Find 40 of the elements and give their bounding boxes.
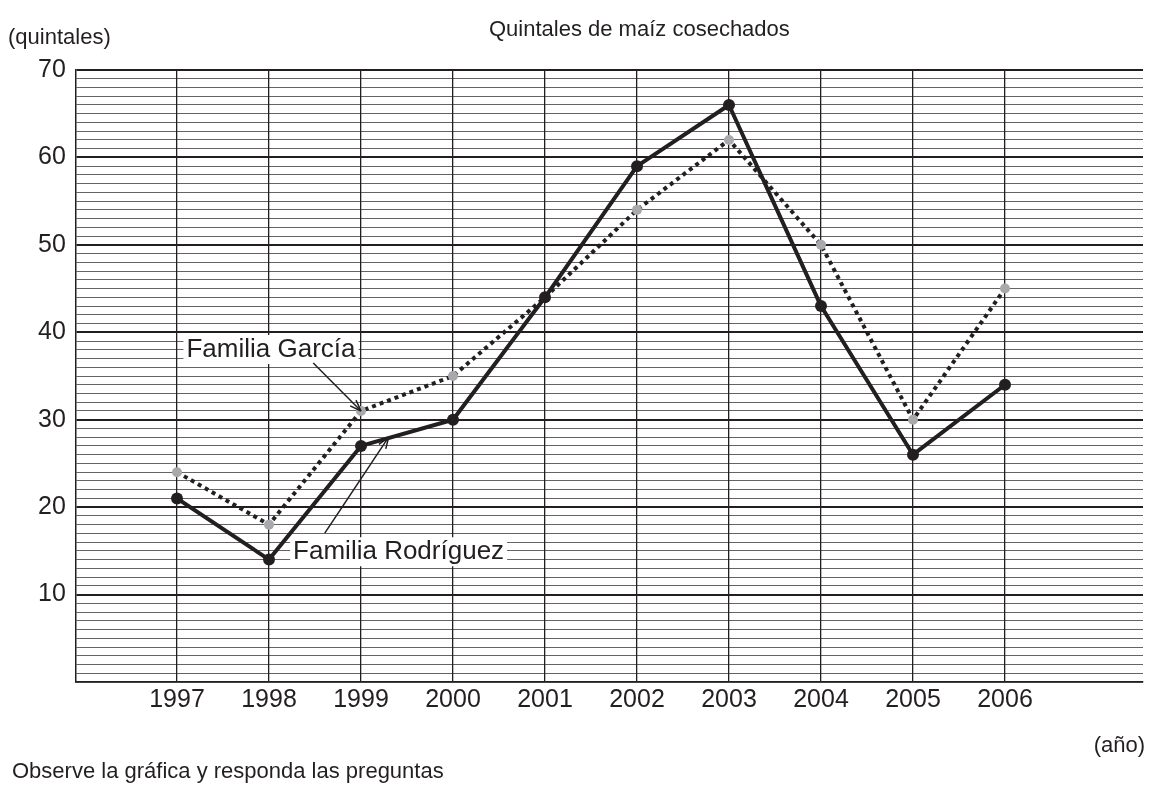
point — [631, 160, 643, 173]
point — [448, 371, 459, 381]
point — [724, 134, 734, 145]
point — [263, 553, 276, 566]
annotation: Familia Rodríguez — [293, 535, 505, 566]
x-tick-label: 2003 — [701, 683, 757, 712]
point — [264, 519, 275, 530]
y-tick-label: 50 — [38, 228, 66, 257]
point — [355, 439, 368, 452]
point — [1000, 283, 1010, 294]
point — [632, 204, 642, 215]
y-tick-label: 40 — [38, 316, 66, 345]
x-tick-label: 2006 — [977, 683, 1033, 712]
x-tick-label: 1999 — [333, 683, 389, 712]
y-axis-title: (quintales) — [8, 24, 111, 49]
x-tick-label: 2001 — [517, 683, 573, 712]
y-tick-label: 20 — [38, 491, 66, 520]
point — [999, 378, 1011, 391]
y-tick-label: 10 — [38, 578, 66, 607]
point — [172, 467, 183, 478]
y-tick-label: 70 — [38, 53, 66, 82]
point — [171, 492, 184, 505]
point — [815, 300, 827, 313]
point — [907, 448, 919, 461]
text: Observe la gráfica y responda las preguntas — [12, 758, 444, 783]
chart-title: Quintales de maíz cosechados — [488, 16, 790, 41]
x-tick-label: 2000 — [425, 683, 481, 712]
y-tick-label: 30 — [38, 403, 66, 432]
point — [447, 413, 460, 426]
point — [723, 98, 735, 111]
x-tick-label: 2005 — [885, 683, 941, 712]
annotation: Familia García — [186, 332, 357, 363]
x-tick-label: 2002 — [609, 683, 665, 712]
y-tick-label: 60 — [38, 141, 66, 170]
point — [908, 414, 918, 425]
x-axis-title: (año) — [1093, 732, 1145, 757]
x-tick-label: 1998 — [241, 683, 297, 712]
point — [816, 239, 826, 250]
x-tick-label: 1997 — [149, 683, 205, 712]
x-tick-label: 2004 — [793, 683, 849, 712]
